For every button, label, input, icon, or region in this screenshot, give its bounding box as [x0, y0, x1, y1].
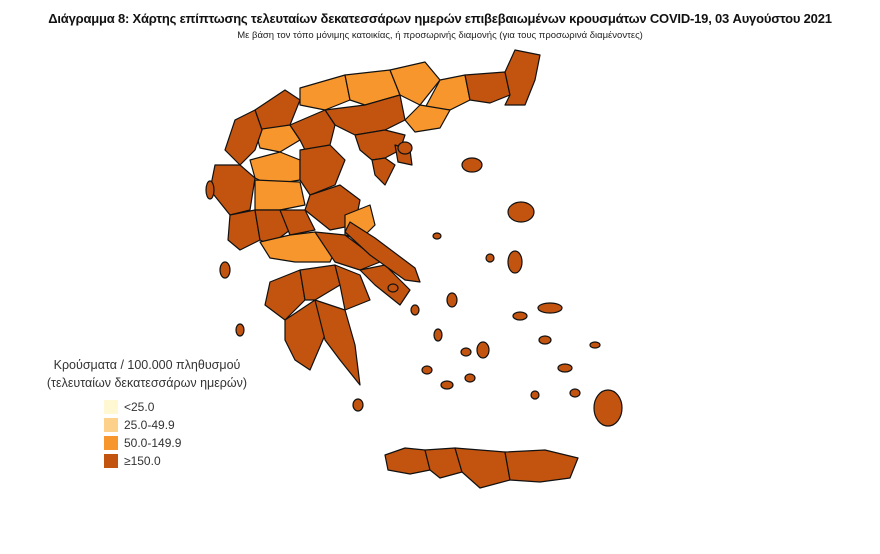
region: [387, 283, 399, 293]
region: [464, 71, 511, 104]
region: [279, 209, 316, 236]
legend-title-line1: Κρούσματα / 100.000 πληθυσμού: [53, 358, 241, 372]
region: [404, 104, 451, 133]
region: [209, 164, 256, 216]
region: [433, 328, 443, 342]
region: [512, 311, 528, 321]
region: [264, 269, 306, 321]
region: [504, 449, 579, 483]
region: [254, 179, 306, 211]
region: [354, 129, 406, 161]
region: [227, 209, 261, 251]
legend-item: 50.0-149.9: [104, 434, 272, 452]
region: [454, 447, 511, 489]
region: [359, 264, 411, 306]
legend-item: 25.0-49.9: [104, 416, 272, 434]
legend-swatch: [104, 454, 118, 468]
legend-label: <25.0: [124, 400, 155, 414]
region: [557, 363, 573, 373]
small-islands: [205, 180, 601, 412]
region: [504, 49, 541, 106]
region: [464, 373, 476, 383]
legend-label: ≥150.0: [124, 454, 161, 468]
region: [485, 253, 495, 263]
region: [537, 302, 563, 314]
region: [344, 221, 421, 283]
region: [289, 109, 336, 151]
region: [446, 292, 458, 308]
map-title: Διάγραμμα 8: Χάρτης επίπτωσης τελευταίων…: [48, 11, 832, 26]
region: [569, 388, 581, 398]
region: [397, 141, 413, 155]
legend-label: 25.0-49.9: [124, 418, 175, 432]
region: [389, 61, 441, 106]
region: [235, 323, 245, 337]
region: [254, 124, 301, 153]
legend-label: 50.0-149.9: [124, 436, 182, 450]
region: [507, 250, 523, 274]
region: [205, 180, 215, 200]
region: [507, 201, 535, 223]
region: [589, 341, 601, 349]
region: [432, 232, 442, 240]
map-subtitle: Με βάση τον τόπο μόνιμης κατοικίας, ή πρ…: [237, 30, 643, 41]
legend-swatch: [104, 418, 118, 432]
region: [424, 447, 463, 479]
region: [299, 144, 346, 196]
region: [224, 109, 263, 166]
region: [410, 304, 420, 316]
region: [424, 74, 471, 111]
region: [352, 398, 364, 412]
region: [334, 264, 371, 311]
legend-item: ≥150.0: [104, 452, 272, 470]
region: [299, 264, 341, 301]
legend-swatch: [104, 400, 118, 414]
region: [299, 74, 351, 111]
region: [538, 335, 552, 345]
legend-swatch: [104, 436, 118, 450]
region: [476, 341, 490, 359]
region: [460, 347, 472, 357]
region: [371, 157, 396, 186]
region: [421, 365, 433, 375]
region: [593, 389, 623, 427]
region: [440, 380, 454, 390]
region: [219, 261, 231, 279]
legend: Κρούσματα / 100.000 πληθυσμού (τελευταίω…: [22, 356, 272, 470]
region: [314, 299, 361, 386]
region: [530, 390, 540, 400]
region: [384, 447, 431, 475]
region: [324, 94, 406, 136]
legend-item: <25.0: [104, 398, 272, 416]
legend-title-line2: (τελευταίων δεκατεσσάρων ημερών): [46, 376, 248, 390]
region: [461, 157, 483, 173]
